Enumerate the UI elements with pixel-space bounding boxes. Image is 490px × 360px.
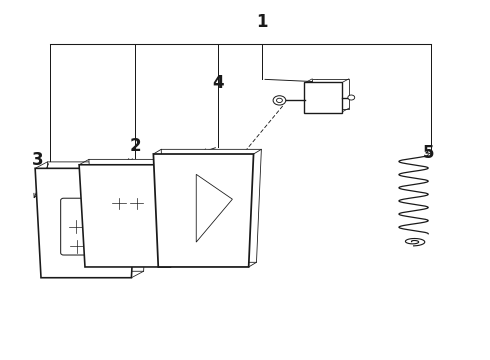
Polygon shape [161,149,261,262]
Text: 4: 4 [212,74,224,92]
Circle shape [273,96,286,105]
Polygon shape [79,165,176,267]
Text: 2: 2 [129,137,141,155]
FancyBboxPatch shape [304,82,342,113]
Polygon shape [196,174,232,242]
FancyBboxPatch shape [61,198,112,255]
Circle shape [348,95,355,100]
FancyBboxPatch shape [312,78,349,109]
Text: 3: 3 [31,151,43,169]
Polygon shape [153,154,253,267]
Circle shape [276,98,282,103]
Polygon shape [89,159,186,262]
Text: 5: 5 [422,144,434,162]
Polygon shape [48,162,149,271]
Text: 1: 1 [256,13,268,31]
Polygon shape [35,168,137,278]
